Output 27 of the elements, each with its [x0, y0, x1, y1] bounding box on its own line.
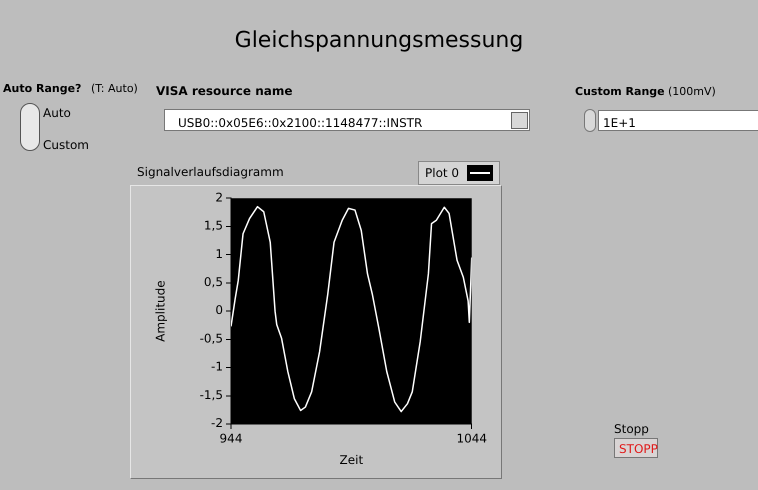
text: Stopp — [614, 422, 649, 436]
text: Auto — [43, 106, 71, 120]
y-tick-label: 0,5 — [204, 275, 223, 289]
y-tick-label: -0,5 — [200, 331, 223, 346]
x-tick-label: 944 — [220, 431, 242, 446]
text: Custom Range — [575, 85, 665, 98]
chart-title: Gleichspannungsmessung — [234, 28, 524, 53]
text: USB0::0x05E6::0x2100::1148477::INSTR — [178, 116, 422, 130]
y-tick-label: 1,5 — [204, 218, 223, 233]
y-tick-label: -1 — [211, 360, 223, 374]
y-tick-label: -1,5 — [200, 388, 223, 402]
y-tick-label: 2 — [215, 190, 223, 204]
text: Auto Range? — [3, 82, 82, 95]
chart-subtitle: Signalverlaufsdiagramm — [137, 165, 284, 179]
legend-label: Plot 0 — [425, 166, 460, 180]
text: Custom — [43, 138, 89, 152]
text: (100mV) — [668, 85, 716, 98]
y-axis-title: Amplitude — [153, 280, 168, 342]
text: VISA resource name — [156, 84, 292, 98]
text: 1E+1 — [603, 116, 636, 130]
x-tick-label: 1044 — [456, 431, 488, 446]
y-tick-label: 1 — [215, 246, 223, 261]
x-axis-title: Zeit — [340, 452, 364, 467]
y-tick-label: 0 — [215, 303, 223, 318]
text: (T: Auto) — [91, 82, 138, 95]
y-tick-label: -2 — [211, 416, 223, 430]
text: STOPP — [619, 442, 658, 456]
